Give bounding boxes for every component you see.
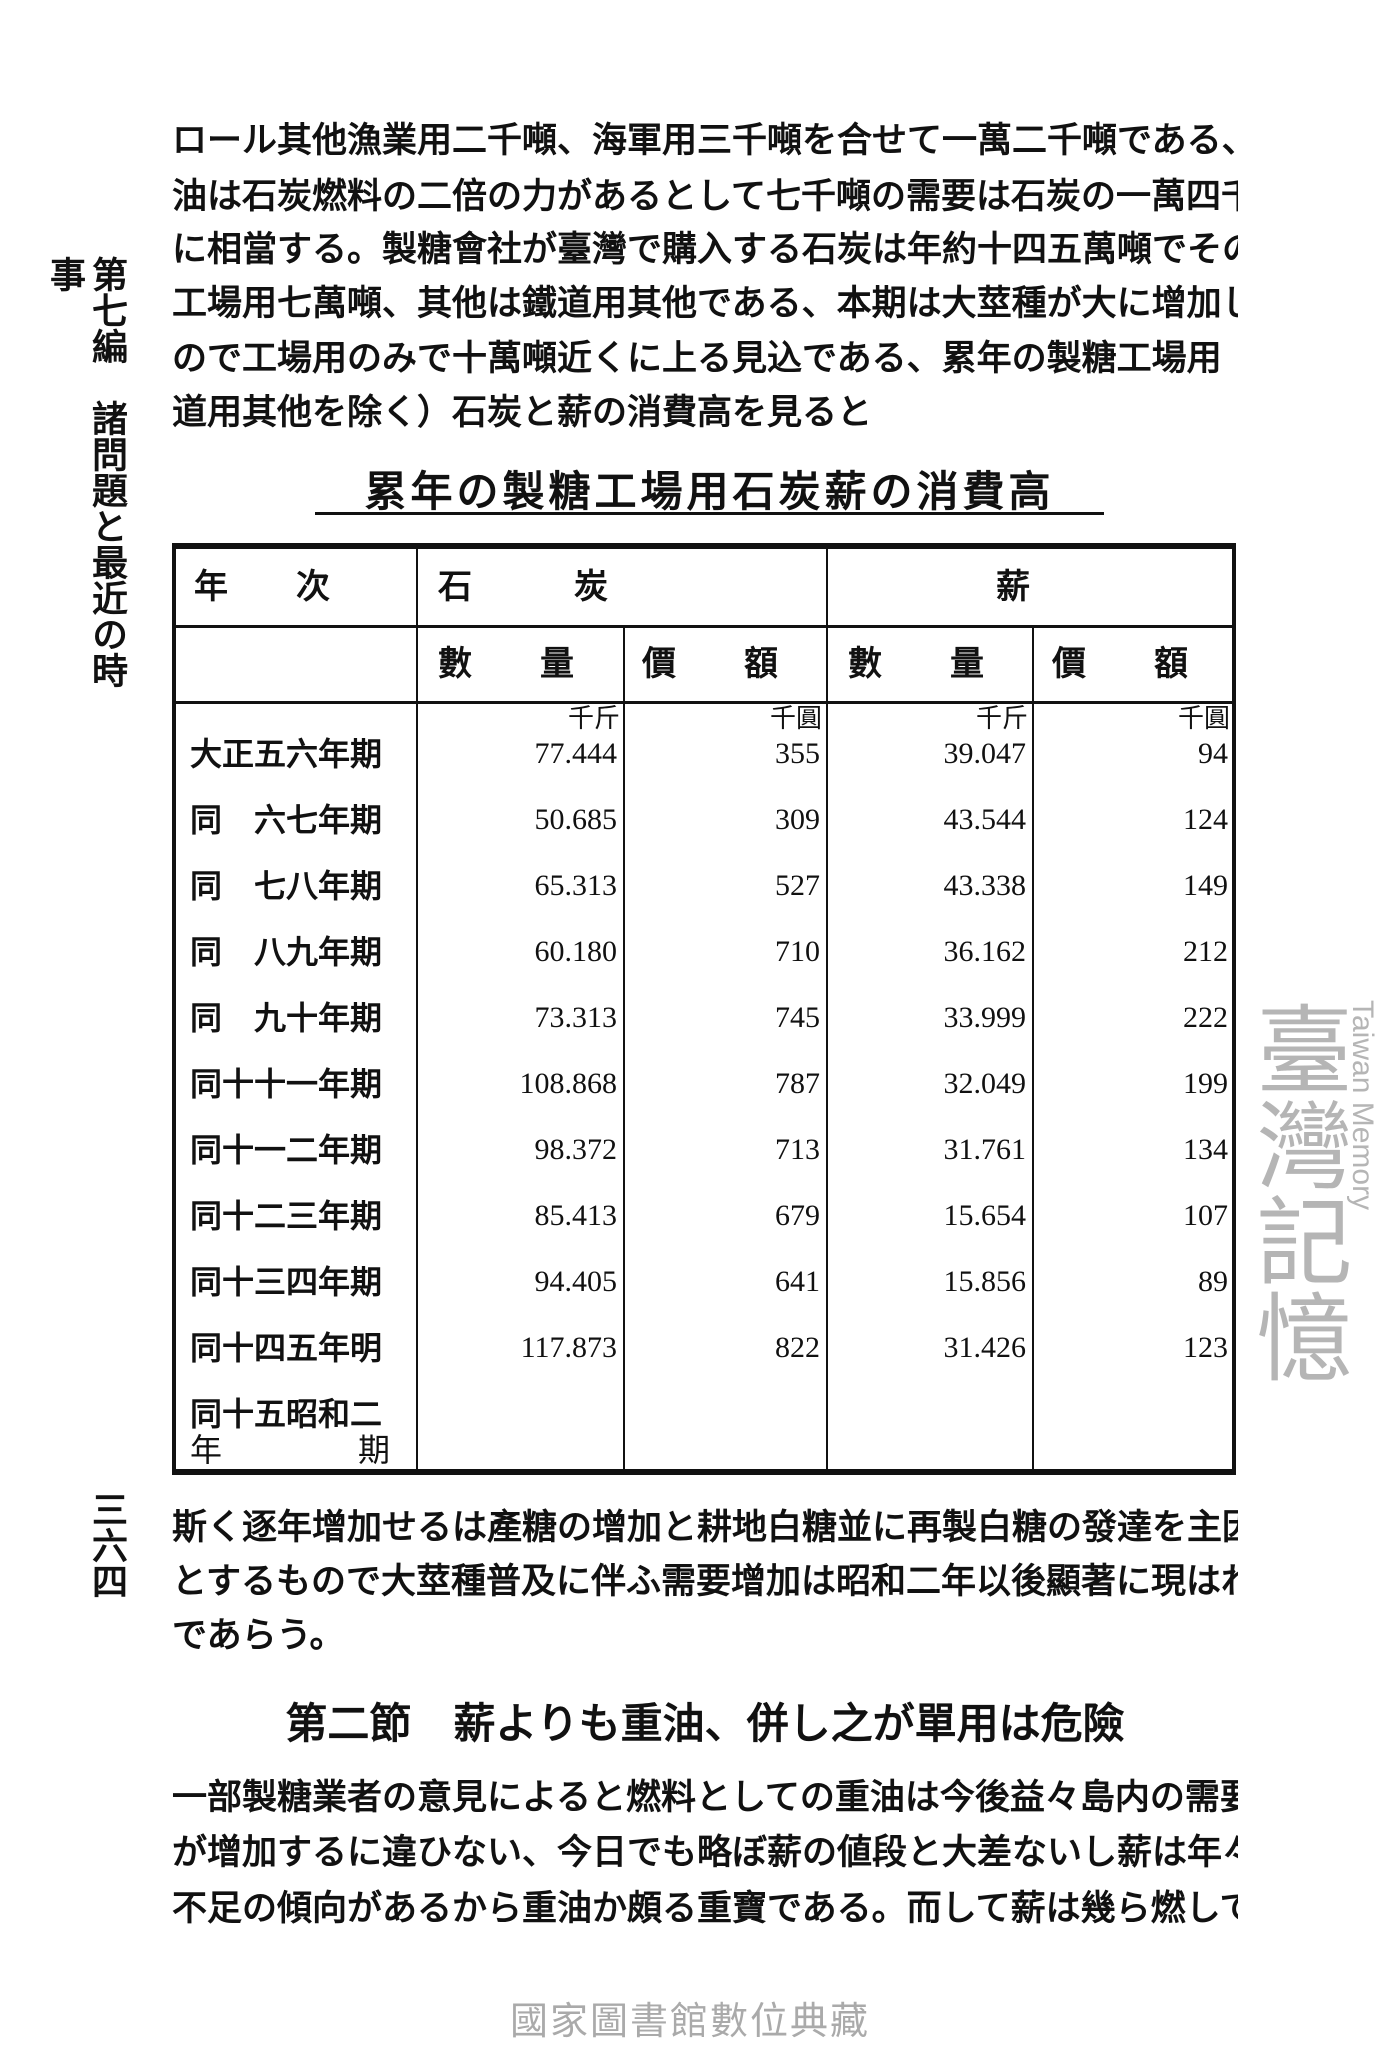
watermark: 臺灣記憶 Taiwan Memory: [1240, 1000, 1380, 1440]
cell-coal-val: 679: [775, 1199, 820, 1232]
row-year-part: 期: [357, 1431, 390, 1469]
watermark-main: 臺灣記憶: [1240, 1000, 1352, 1384]
cell-coal-qty: 94.405: [534, 1265, 618, 1298]
row-year: 同 九十年期: [190, 999, 383, 1037]
header-wood-quantity: 數 量: [848, 644, 984, 684]
cell-wood-qty: 33.999: [943, 1001, 1027, 1034]
unit-coal-quantity: 千斤: [567, 704, 620, 734]
text-line: 一部製糖業者の意見によると燃料としての重油は今後益々島内の需要: [172, 1777, 1238, 1818]
cell-coal-val: 527: [775, 869, 820, 902]
cell-wood-val: 212: [1183, 935, 1228, 968]
cell-coal-val: 745: [775, 1001, 820, 1034]
cell-coal-val: 355: [775, 737, 820, 770]
cell-wood-qty: 31.426: [943, 1331, 1027, 1364]
text-line: ので工場用のみで十萬噸近くに上る見込である、累年の製糖工場用（鐵: [172, 338, 1238, 379]
cell-wood-qty: 32.049: [943, 1067, 1027, 1100]
cell-wood-qty: 43.544: [943, 803, 1027, 836]
cell-coal-qty: 60.180: [534, 935, 618, 968]
text-line: が增加するに違ひない、今日でも略ぼ薪の値段と大差ないし薪は年々: [172, 1832, 1238, 1873]
row-year: 同 八九年期: [190, 933, 383, 971]
row-year: 同十二三年期: [190, 1197, 383, 1235]
cell-wood-val: 123: [1183, 1331, 1228, 1364]
cell-wood-qty: 15.654: [943, 1199, 1027, 1232]
row-year: 同 七八年期: [190, 867, 383, 905]
unit-wood-quantity: 千斤: [975, 704, 1028, 734]
cell-coal-val: 822: [775, 1331, 820, 1364]
text-line: に相當する。製糖會社が臺灣で購入する石炭は年約十四五萬噸でその内: [172, 229, 1238, 270]
text-line: ロール其他漁業用二千噸、海軍用三千噸を合せて一萬二千噸である、重: [172, 120, 1238, 161]
row-year: 同十十一年期: [190, 1065, 383, 1103]
cell-wood-qty: 36.162: [943, 935, 1027, 968]
text-line: 道用其他を除く）石炭と薪の消費高を見ると: [172, 392, 873, 433]
cell-wood-qty: 39.047: [943, 737, 1027, 770]
cell-wood-val: 89: [1198, 1265, 1228, 1298]
cell-wood-val: 222: [1183, 1001, 1228, 1034]
cell-coal-qty: 73.313: [534, 1001, 618, 1034]
chapter-margin-title: 第七編 諸問題と最近の時事: [44, 256, 128, 688]
row-year: 同十四五年明: [190, 1329, 383, 1367]
header-wood: 薪: [996, 567, 1030, 607]
page-number: 三六四: [86, 1491, 128, 1599]
row-year-part: 年: [190, 1431, 223, 1469]
cell-coal-qty: 108.868: [519, 1067, 618, 1100]
row-year: 同十三四年期: [190, 1263, 383, 1301]
cell-coal-qty: 98.372: [534, 1133, 618, 1166]
cell-coal-val: 710: [775, 935, 820, 968]
text-line: 斯く逐年增加せるは產糖の增加と耕地白糖並に再製白糖の發達を主因: [172, 1507, 1238, 1548]
text-line: 不足の傾向があるから重油か頗る重寶である。而して薪は幾ら燃しても: [172, 1888, 1238, 1929]
unit-coal-value: 千圓: [769, 704, 822, 734]
text-line: 工場用七萬噸、其他は鐵道用其他である、本期は大莖種が大に增加した: [172, 283, 1238, 324]
cell-coal-val: 309: [775, 803, 820, 836]
header-coal: 石 炭: [438, 567, 608, 607]
row-year-continued: 年期: [190, 1433, 390, 1467]
cell-wood-val: 134: [1183, 1133, 1228, 1166]
footer-collection-label: 國家圖書館數位典藏: [509, 1999, 870, 2043]
row-year: 同十五昭和二: [190, 1395, 383, 1433]
text-line: とするもので大莖種普及に伴ふ需要增加は昭和二年以後顯著に現はれる: [172, 1561, 1238, 1602]
cell-coal-val: 641: [775, 1265, 820, 1298]
cell-coal-qty: 50.685: [534, 803, 618, 836]
row-year: 同 六七年期: [190, 801, 383, 839]
cell-coal-qty: 77.444: [534, 737, 618, 770]
cell-wood-qty: 43.338: [943, 869, 1027, 902]
cell-wood-val: 107: [1183, 1199, 1228, 1232]
section-heading: 第二節 薪よりも重油、併し之が單用は危險: [285, 1699, 1125, 1748]
unit-wood-value: 千圓: [1177, 704, 1230, 734]
row-year: 大正五六年期: [190, 735, 383, 773]
header-coal-quantity: 數 量: [438, 644, 574, 684]
header-wood-value: 價 額: [1052, 644, 1188, 684]
cell-wood-qty: 15.856: [943, 1265, 1027, 1298]
cell-wood-val: 94: [1198, 737, 1228, 770]
cell-wood-val: 149: [1183, 869, 1228, 902]
cell-coal-qty: 65.313: [534, 869, 618, 902]
watermark-sub: Taiwan Memory: [1346, 1000, 1379, 1211]
cell-coal-val: 787: [775, 1067, 820, 1100]
text-line: 油は石炭燃料の二倍の力があるとして七千噸の需要は石炭の一萬四千噸: [172, 176, 1238, 217]
cell-wood-qty: 31.761: [943, 1133, 1027, 1166]
text-line: であらう。: [172, 1615, 345, 1656]
cell-coal-qty: 85.413: [534, 1199, 618, 1232]
table-title: 累年の製糖工場用石炭薪の消費高: [315, 458, 1104, 516]
consumption-table: 年 次 石 炭 薪 數 量 價 額 數 量 價 額 千斤 千圓 千斤 千圓 大正…: [172, 543, 1236, 1475]
cell-wood-val: 124: [1183, 803, 1228, 836]
header-coal-value: 價 額: [642, 644, 778, 684]
header-year: 年 次: [194, 567, 330, 607]
cell-coal-qty: 117.873: [520, 1331, 617, 1364]
cell-wood-val: 199: [1183, 1067, 1228, 1100]
cell-coal-val: 713: [775, 1133, 820, 1166]
row-year: 同十一二年期: [190, 1131, 383, 1169]
